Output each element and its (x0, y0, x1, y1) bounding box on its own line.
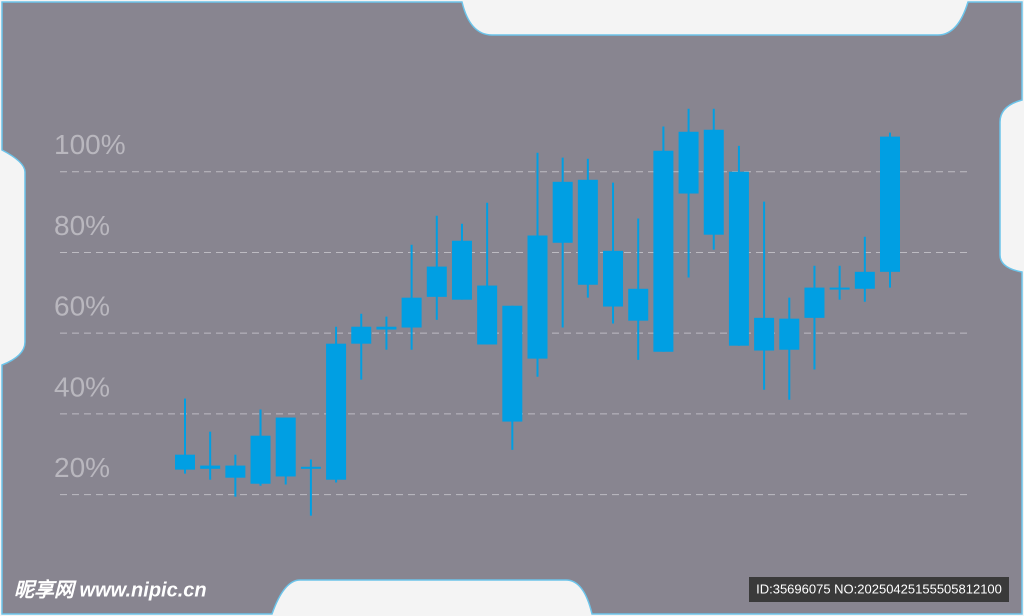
candle-body (880, 136, 900, 272)
candle-body (225, 465, 246, 478)
watermark-site: 昵享网 www.nipic.cn (14, 578, 207, 601)
candle-body (804, 287, 825, 318)
candle-body (754, 317, 775, 351)
candle-body (527, 235, 548, 359)
watermark-id: ID:35696075 NO:20250425155505812100 (756, 581, 1002, 596)
candle-body (200, 465, 221, 469)
candle-body (854, 271, 875, 289)
candle-body (779, 318, 800, 350)
candle-body (401, 297, 422, 328)
candle-body (703, 129, 724, 235)
watermark-box (749, 577, 1009, 602)
y-tick-label: 80% (54, 210, 110, 241)
candle-body (653, 150, 674, 352)
candle-body (300, 466, 321, 469)
candle-body (728, 171, 749, 346)
candle-body (326, 343, 347, 480)
candle-body (678, 131, 699, 194)
y-tick-label: 20% (54, 452, 110, 483)
candle-body (426, 266, 447, 297)
y-tick-label: 100% (54, 129, 126, 160)
candle-body (351, 326, 372, 344)
candle-body (552, 181, 573, 243)
y-tick-label: 60% (54, 291, 110, 322)
candle-body (829, 287, 850, 290)
candle-body (603, 250, 624, 307)
candle-body (577, 179, 598, 285)
candle-body (477, 285, 498, 345)
candle-body (250, 435, 271, 484)
candle-body (175, 454, 195, 470)
candle-body (376, 326, 397, 330)
candle-body (628, 288, 649, 321)
plot: 20% 40% 60% 80% 100% (54, 108, 968, 516)
candle-body (275, 417, 296, 477)
y-tick-label: 40% (54, 371, 110, 402)
candle-body (451, 240, 472, 300)
candle-body (502, 305, 523, 422)
